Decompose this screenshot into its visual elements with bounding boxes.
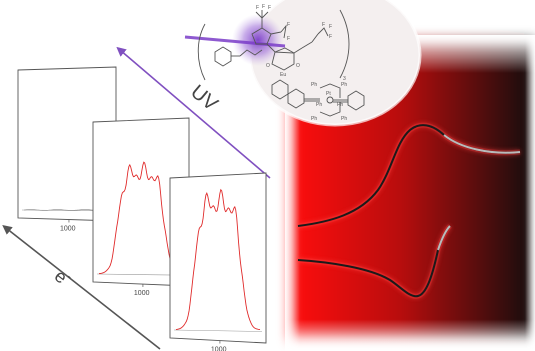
atom-label-f6: F: [322, 22, 325, 28]
emission-spectra-stack: 1000 1000 1000: [17, 66, 267, 351]
atom-label-ph5: Ph: [316, 102, 322, 108]
light-beam-icon: [184, 35, 286, 48]
atom-label-ph4: Ph: [341, 116, 347, 122]
cv-trace-upper-tail: [443, 134, 521, 154]
cyclic-voltammogram-panel: [248, 0, 535, 351]
atom-label-o2: O: [296, 63, 300, 69]
atom-label-ph1: Ph: [311, 82, 317, 88]
spectrum-signal-front: [175, 188, 261, 331]
electron-arrow: [2, 225, 161, 350]
europium-complex-icon: [214, 10, 329, 71]
bracket-left: [197, 23, 206, 81]
atom-label-ph6: Ph: [337, 102, 343, 108]
molecule-highlight-ellipse: [250, 0, 420, 125]
cv-trace-lower-tail: [437, 225, 451, 251]
atom-label-f5: F: [287, 36, 290, 42]
uv-absorption-glow: [232, 14, 284, 66]
spectrum-tick-label-front: 1000: [211, 347, 227, 351]
atom-label-f7: F: [329, 24, 332, 30]
bracket-right: [339, 9, 350, 79]
cv-trace: [297, 122, 521, 299]
atom-label-f8: F: [329, 34, 332, 40]
atom-label-ph2: Ph: [341, 82, 347, 88]
spectrum-tick-label-back: 1000: [60, 226, 76, 233]
atom-label-f4: F: [287, 22, 290, 28]
electron-label: e-: [51, 265, 75, 290]
molecule-structure: 3: [184, 4, 365, 122]
atom-label-ph3: Ph: [311, 116, 317, 122]
uv-arrow: [116, 46, 271, 179]
atom-label-eu: Eu: [280, 72, 286, 78]
bracket-subscript: 3: [343, 76, 346, 82]
spectrum-signal-middle: [98, 161, 184, 275]
atom-label-o1: O: [266, 63, 270, 69]
atom-label-f2: F: [262, 4, 265, 10]
platinum-acetylide-icon: [271, 79, 365, 117]
atom-label-f1: F: [256, 5, 259, 11]
atom-label-pt: Pt: [326, 91, 331, 97]
atom-label-f3: F: [268, 5, 271, 11]
spectrum-baseline-front: [173, 329, 263, 332]
spectrum-tick-label-middle: 1000: [134, 290, 150, 297]
spectrum-panel-front: [169, 172, 267, 344]
